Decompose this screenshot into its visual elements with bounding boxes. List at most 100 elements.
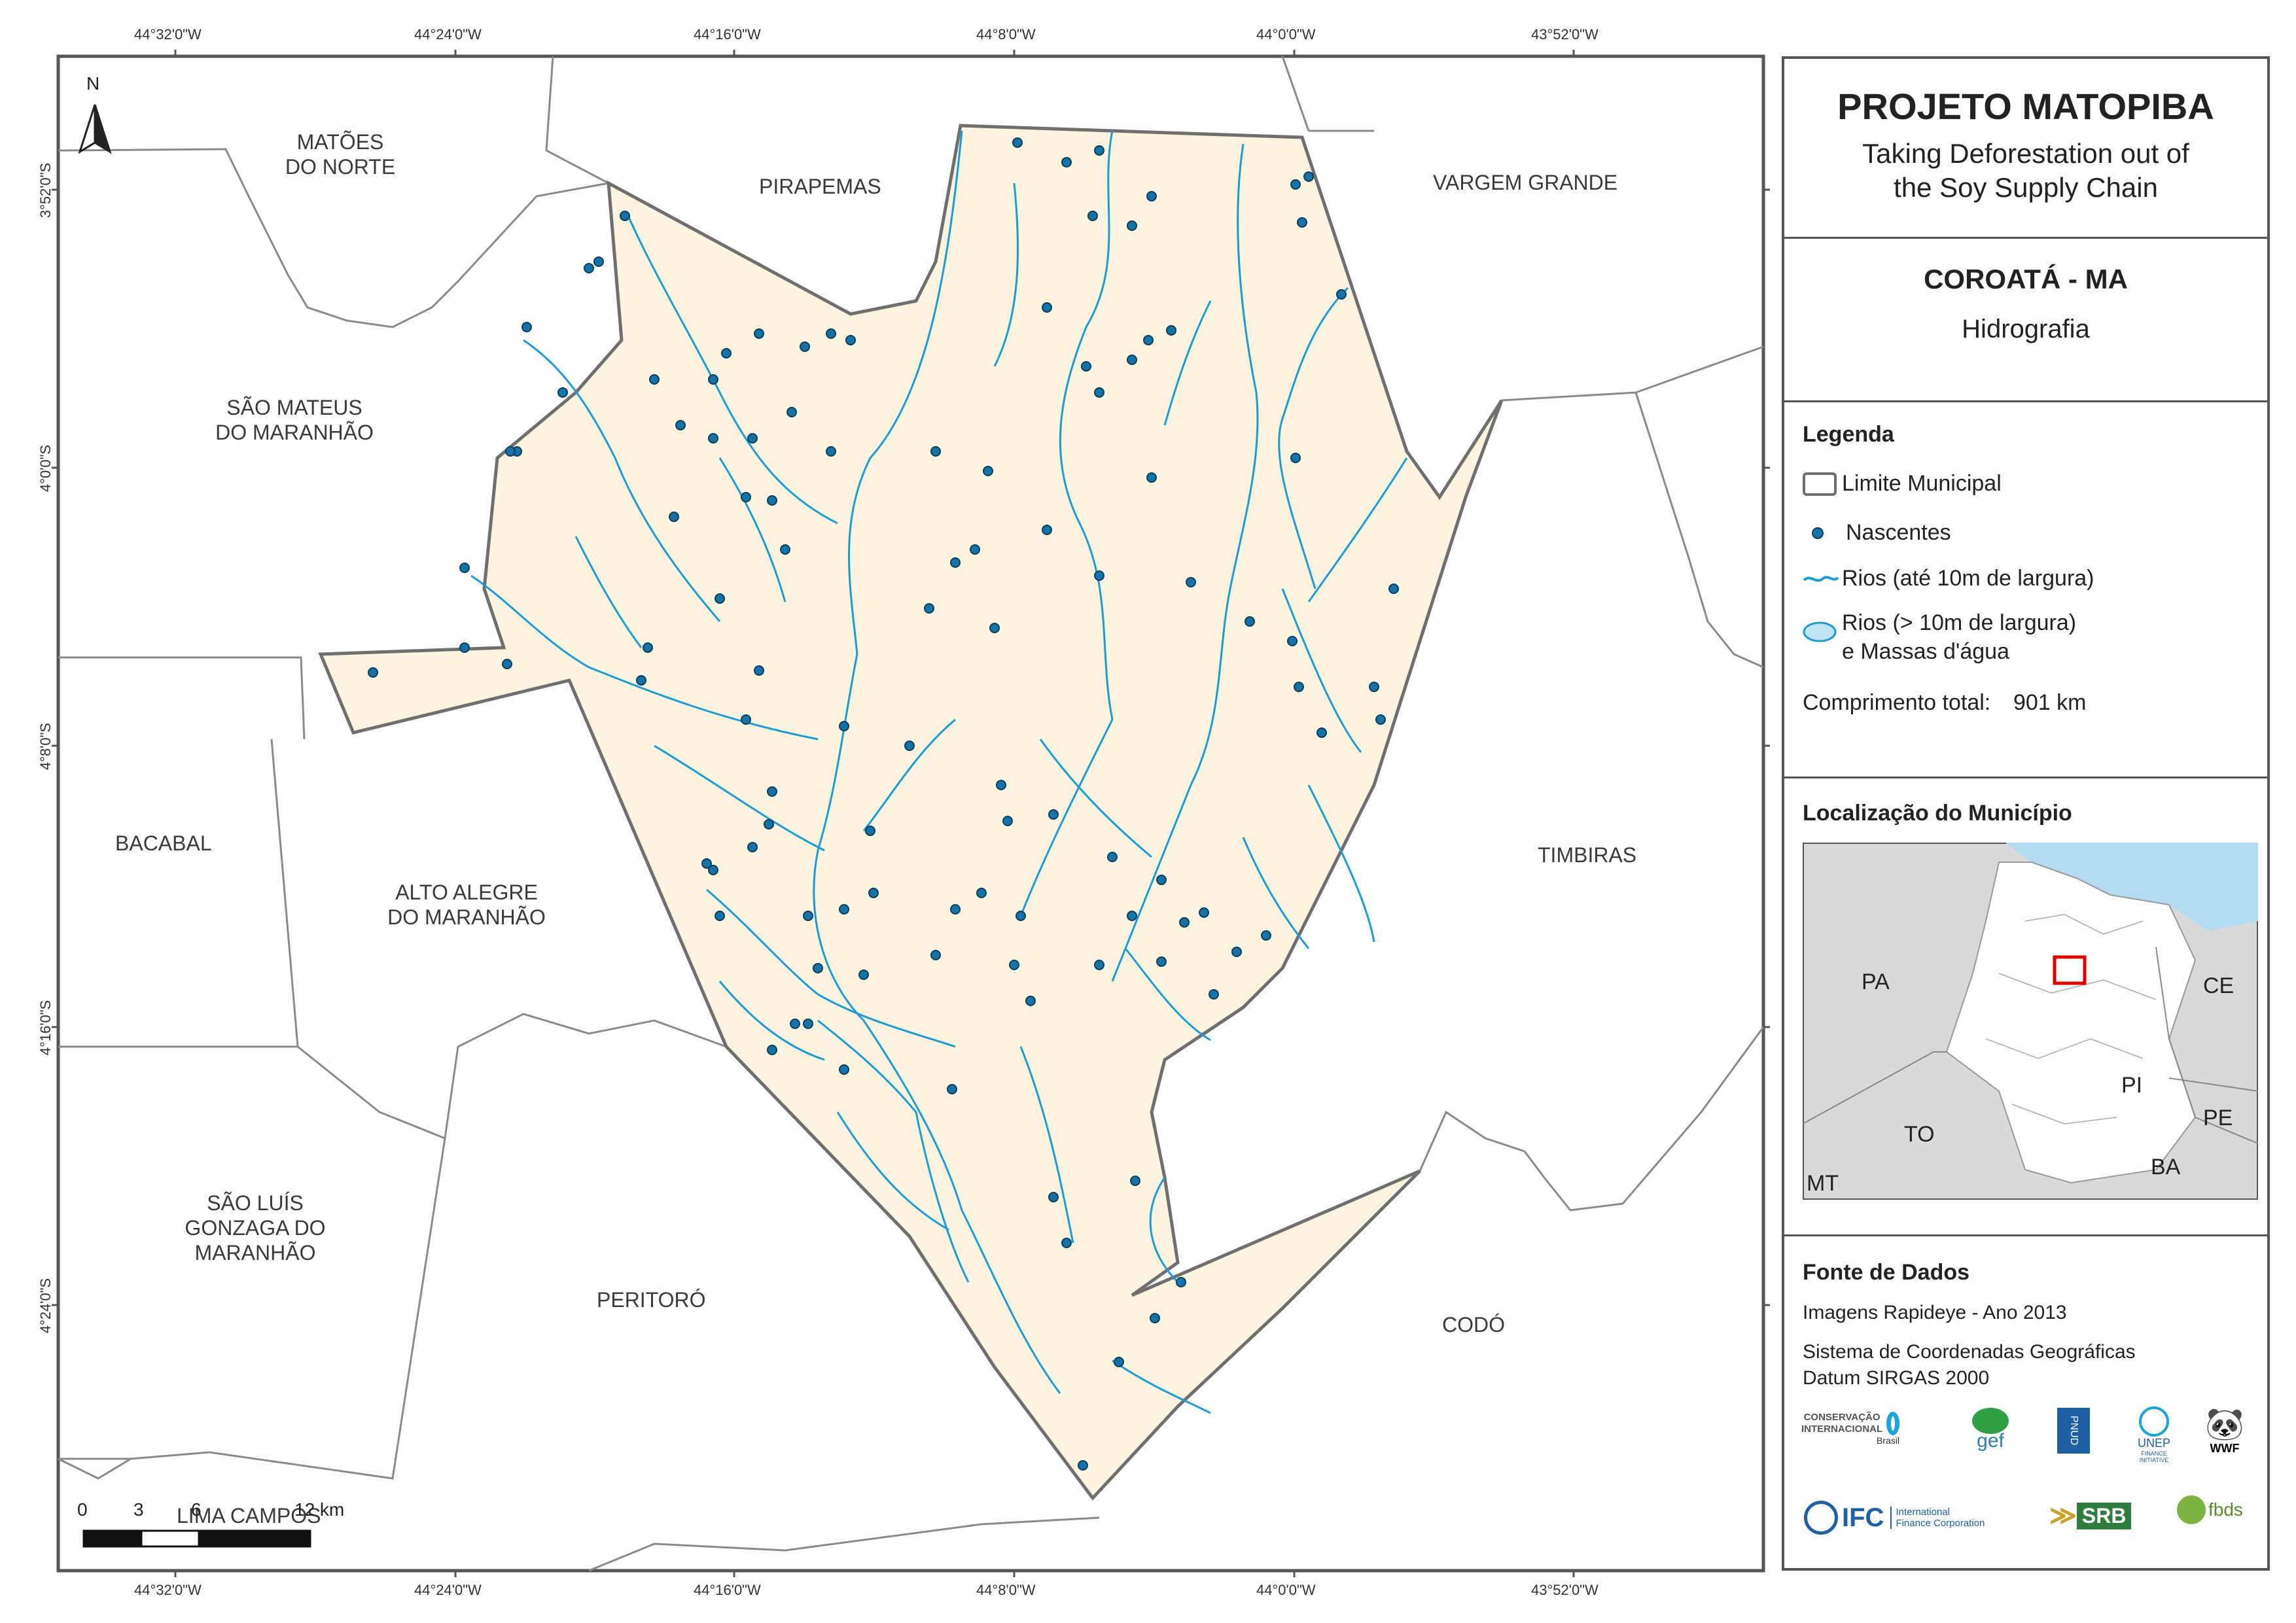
- fonte-sistema: Sistema de Coordenadas Geográficas: [1803, 1341, 2136, 1363]
- neighbor-boundaries: [58, 56, 1765, 1572]
- muni-label-alto-alegre: ALTO ALEGRE DO MARANHÃO: [387, 881, 546, 929]
- fonte-datum: Datum SIRGAS 2000: [1803, 1367, 1990, 1389]
- legend-title: Legenda: [1803, 422, 1894, 447]
- lat-label: 4°0'0"S: [37, 444, 54, 493]
- ci-logo-sub: Brasil: [1876, 1435, 1899, 1446]
- wwf-logo-text: WWF: [2210, 1442, 2240, 1455]
- scale-tick: 3: [133, 1499, 144, 1520]
- localizacao-title: Localização do Município: [1803, 801, 2072, 826]
- north-arrow-icon: [78, 104, 112, 154]
- graticule-ticks: [52, 50, 1770, 1577]
- inset-label-mt: MT: [1807, 1171, 1839, 1196]
- ci-logo-text: CONSERVAÇÃO INTERNACIONAL: [1801, 1412, 1883, 1435]
- scale-tick: 6: [191, 1499, 202, 1520]
- lon-label-bottom: 44°0'0"W: [1256, 1582, 1316, 1598]
- ifc-logo: IFC International Finance Corporation: [1804, 1501, 2046, 1535]
- pnud-logo-text: PNUD: [2057, 1408, 2090, 1454]
- unep-globe-icon: [2139, 1406, 2169, 1437]
- scale-tick: 12 km: [294, 1499, 345, 1520]
- legend-label: Rios (até 10m de largura): [1842, 566, 2094, 591]
- location-inset-map: [1803, 843, 2258, 1200]
- ci-logo: CONSERVAÇÃO INTERNACIONAL Brasil: [1801, 1412, 1899, 1446]
- comprimento-label: Comprimento total:: [1803, 690, 1991, 715]
- muni-label-lima-campos: LIMA CAMPOS: [177, 1504, 321, 1527]
- municipio-section: COROATÁ - MA Hidrografia: [1784, 239, 2267, 402]
- muni-label-matoes: MATÕES DO NORTE: [285, 130, 396, 179]
- coroata-boundary: [318, 124, 1504, 1501]
- lat-label: 3°52'0"S: [37, 162, 54, 218]
- muni-label-peritoro: PERITORÓ: [597, 1288, 706, 1312]
- lon-label-top: 44°0'0"W: [1256, 26, 1316, 43]
- pnud-logo: PNUD: [2053, 1408, 2094, 1454]
- legend-label: Limite Municipal: [1842, 471, 2002, 496]
- unep-logo: UNEP FINANCE INITIATIVE: [2128, 1406, 2180, 1463]
- fonte-title: Fonte de Dados: [1803, 1260, 1970, 1285]
- inset-label-ce: CE: [2203, 973, 2234, 998]
- limite-swatch-icon: [1803, 472, 1837, 496]
- legend-label-line2: e Massas d'água: [1842, 639, 2009, 664]
- title-section: PROJETO MATOPIBA Taking Deforestation ou…: [1784, 59, 2267, 239]
- lon-label-top: 44°16'0"W: [694, 26, 761, 43]
- fbds-logo: fbds: [2177, 1495, 2255, 1524]
- lon-label-bottom: 44°24'0"W: [414, 1582, 482, 1598]
- muni-label-sao-luis-gonzaga: SÃO LUÍS GONZAGA DO MARANHÃO: [185, 1191, 326, 1265]
- project-title: PROJETO MATOPIBA: [1837, 86, 2214, 127]
- lon-label-bottom: 44°8'0"W: [976, 1582, 1036, 1598]
- project-subtitle-2: the Soy Supply Chain: [1894, 172, 2158, 203]
- unep-logo-text: UNEP: [2137, 1437, 2170, 1450]
- legend-item-rios-big: Rios (> 10m de largura) e Massas d'água: [1803, 608, 2076, 666]
- legend-item-rios-small: Rios (até 10m de largura): [1803, 566, 2094, 591]
- municipio-title: COROATÁ - MA: [1924, 264, 2128, 294]
- inset-label-pi: PI: [2121, 1073, 2143, 1098]
- lon-label-top: 43°52'0"W: [1531, 26, 1598, 43]
- ifc-sub-line1: International: [1896, 1507, 1950, 1518]
- srb-logo: ≫ SRB: [2049, 1501, 2161, 1531]
- gef-logo: gef: [1968, 1408, 2013, 1452]
- muni-label-vargem-grande: VARGEM GRANDE: [1433, 171, 1618, 194]
- lon-label-bottom: 43°52'0"W: [1531, 1582, 1598, 1598]
- lat-label: 4°24'0"S: [37, 1278, 54, 1334]
- lon-label-top: 44°32'0"W: [134, 26, 202, 43]
- localizacao-section: Localização do Município PA CE PI PE TO …: [1784, 778, 2267, 1236]
- north-label: N: [86, 73, 100, 94]
- muni-label-sao-mateus: SÃO MATEUS DO MARANHÃO: [215, 396, 374, 444]
- ifc-sub-line2: Finance Corporation: [1896, 1518, 1985, 1529]
- nascentes: [368, 137, 1399, 1471]
- scale-tick: 0: [77, 1499, 88, 1520]
- inset-label-pa: PA: [1862, 969, 1890, 994]
- inset-label-to: TO: [1904, 1122, 1935, 1147]
- lat-label: 4°16'0"S: [37, 1000, 54, 1056]
- ci-ring-icon: [1886, 1412, 1899, 1435]
- fonte-section: Fonte de Dados Imagens Rapideye - Ano 20…: [1784, 1236, 2267, 1571]
- wwf-logo: 🐼 WWF: [2202, 1408, 2248, 1456]
- legend-item-nascentes: Nascentes: [1803, 520, 1951, 546]
- legend-item-limite: Limite Municipal: [1803, 471, 2002, 497]
- srb-logo-text: SRB: [2076, 1502, 2132, 1529]
- inset-label-pe: PE: [2203, 1106, 2233, 1130]
- info-panel: PROJETO MATOPIBA Taking Deforestation ou…: [1782, 56, 2270, 1571]
- fbds-logo-text: fbds: [2208, 1499, 2243, 1520]
- inset-label-ba: BA: [2151, 1155, 2181, 1179]
- nascente-dot-icon: [1812, 527, 1824, 539]
- legend-label: Nascentes: [1846, 520, 1951, 545]
- panda-icon: 🐼: [2205, 1407, 2244, 1442]
- scale-bar: [82, 1529, 311, 1548]
- tema-title: Hidrografia: [1962, 315, 2090, 343]
- unep-logo-sub: FINANCE INITIATIVE: [2139, 1450, 2169, 1463]
- project-subtitle-1: Taking Deforestation out of: [1862, 138, 2189, 169]
- gef-globe-icon: [1972, 1408, 2009, 1434]
- ifc-logo-sub: International Finance Corporation: [1890, 1507, 1985, 1529]
- water-body-icon: [1803, 621, 1837, 642]
- muni-label-pirapemas: PIRAPEMAS: [759, 175, 881, 198]
- lon-label-bottom: 44°32'0"W: [134, 1582, 202, 1598]
- river-line-icon: [1803, 575, 1839, 582]
- muni-label-bacabal: BACABAL: [115, 831, 212, 855]
- lon-label-top: 44°8'0"W: [976, 26, 1036, 43]
- location-highlight-box: [2053, 955, 2087, 985]
- srb-mark-icon: ≫: [2049, 1501, 2077, 1530]
- gef-logo-text: gef: [1977, 1430, 2004, 1452]
- ifc-globe-icon: [1804, 1501, 1838, 1535]
- lon-label-bottom: 44°16'0"W: [694, 1582, 761, 1598]
- lon-label-top: 44°24'0"W: [414, 26, 482, 43]
